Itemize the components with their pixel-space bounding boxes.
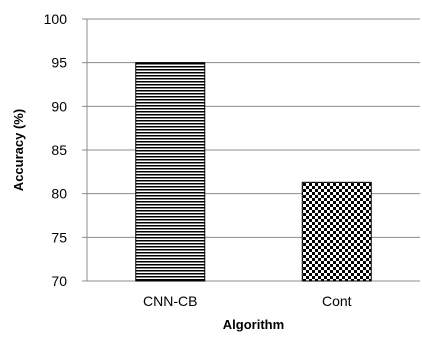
y-tick-label: 80 bbox=[51, 186, 67, 202]
bar-cnn-cb bbox=[135, 62, 206, 282]
y-tick-label: 100 bbox=[44, 11, 68, 27]
y-tick-label: 90 bbox=[51, 98, 67, 114]
y-tick-label: 75 bbox=[51, 229, 67, 245]
y-tick-label: 85 bbox=[51, 142, 67, 158]
x-axis-title: Algorithm bbox=[223, 317, 284, 332]
labels: 70 75 80 85 90 95 100 CNN-CB Cont Algorithm Accura… bbox=[11, 11, 352, 332]
x-category-label: Cont bbox=[322, 293, 352, 309]
bars bbox=[135, 62, 372, 282]
y-tick-label: 70 bbox=[51, 273, 67, 289]
x-category-label: CNN-CB bbox=[143, 293, 197, 309]
bar-cont bbox=[301, 181, 372, 282]
y-axis-title: Accuracy (%) bbox=[11, 109, 26, 191]
y-tick-label: 95 bbox=[51, 55, 67, 71]
